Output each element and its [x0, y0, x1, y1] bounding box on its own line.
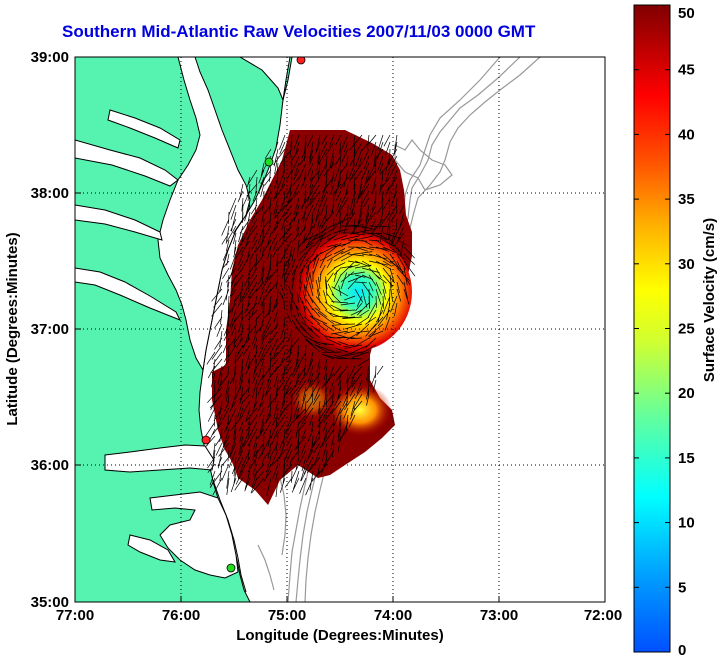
- delaware-bay: [239, 57, 291, 102]
- neuse-river: [127, 534, 176, 563]
- x-tick-label: 72:00: [584, 607, 622, 624]
- velocity-field: [203, 130, 416, 505]
- y-tick-label: 35:00: [31, 594, 69, 611]
- potomac-river: [75, 139, 179, 187]
- james-river: [75, 267, 182, 321]
- colorbar-tick-label: 40: [678, 126, 695, 143]
- velocity-patch-mid: [290, 380, 334, 420]
- velocity-vectors: [203, 134, 416, 498]
- colorbar-tick-label: 5: [678, 579, 686, 596]
- y-axis-title: Latitude (Degrees:Minutes): [4, 232, 21, 425]
- map-grid: [75, 57, 605, 602]
- velocity-patch-south: [328, 384, 392, 436]
- x-axis-title: Longitude (Degrees:Minutes): [236, 627, 444, 644]
- station-marker-red: [296, 57, 306, 65]
- rappahannock-river: [75, 204, 163, 241]
- colorbar-tick-label: 35: [678, 191, 695, 208]
- colorbar-label: Surface Velocity (cm/s): [701, 218, 718, 382]
- x-tick-label: 75:00: [268, 607, 306, 624]
- y-tick-label: 36:00: [31, 457, 69, 474]
- colorbar-tick-label: 45: [678, 62, 695, 79]
- bay-tributary: [107, 109, 181, 149]
- station-marker-red: [201, 435, 211, 445]
- pamlico-sound: [149, 491, 239, 579]
- colorbar-tick-label: 15: [678, 450, 695, 467]
- colorbar-tick-label: 25: [678, 321, 695, 338]
- y-tick-label: 37:00: [31, 321, 69, 338]
- station-marker-green: [226, 563, 236, 573]
- y-tick-label: 38:00: [31, 185, 69, 202]
- outer-banks: [212, 479, 247, 593]
- colorbar-tick-label: 20: [678, 385, 695, 402]
- station-marker-green: [264, 157, 274, 167]
- x-tick-label: 73:00: [480, 607, 518, 624]
- y-tick-label: 39:00: [31, 49, 69, 66]
- velocity-vector: [203, 134, 416, 498]
- axis-ticks: [74, 56, 606, 603]
- x-tick-label: 77:00: [56, 607, 94, 624]
- colorbar-tick-label: 50: [678, 5, 695, 22]
- colorbar-tick-label: 30: [678, 256, 695, 273]
- map-title: Southern Mid-Atlantic Raw Velocities 200…: [62, 22, 536, 41]
- colorbar: [633, 4, 671, 653]
- chesapeake-bay: [157, 57, 251, 372]
- colorbar-tick-label: 10: [678, 515, 695, 532]
- x-tick-label: 74:00: [374, 607, 412, 624]
- colorbar-tick-label: 0: [678, 642, 686, 659]
- x-tick-label: 76:00: [162, 607, 200, 624]
